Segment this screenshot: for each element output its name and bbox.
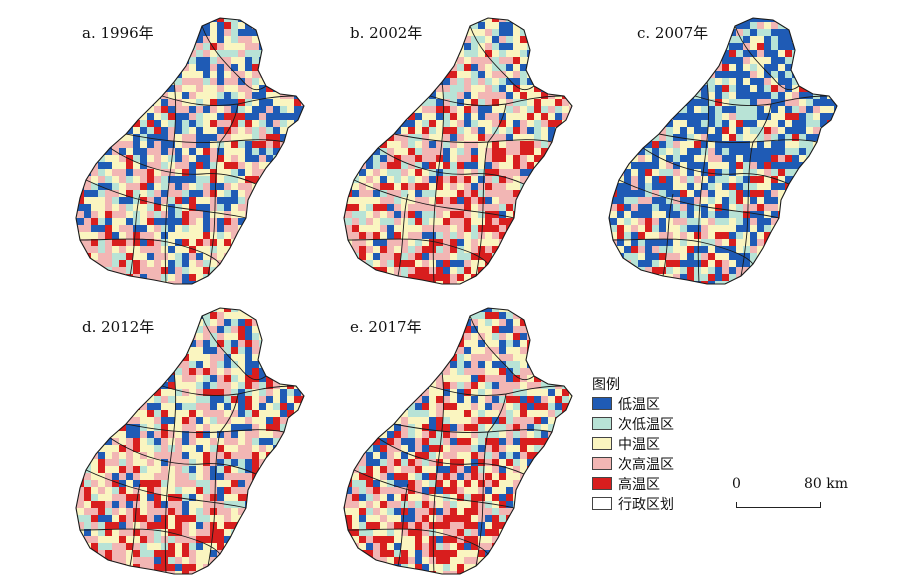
land-cover-cells	[70, 298, 322, 588]
legend-label: 高温区	[618, 474, 660, 494]
scale-line	[736, 502, 821, 508]
legend-swatch	[592, 417, 612, 430]
legend-label: 次高温区	[618, 454, 674, 474]
map-panel-2002: b. 2002年	[338, 8, 588, 298]
legend-swatch	[592, 477, 612, 490]
map-panel-2017: e. 2017年	[338, 298, 588, 587]
scale-end-label: 80 km	[804, 476, 848, 492]
land-cover-cells	[603, 8, 855, 302]
land-cover-cells	[338, 8, 590, 302]
land-cover-cells	[70, 8, 322, 302]
map-panel-1996: a. 1996年	[70, 8, 320, 298]
scale-start-label: 0	[732, 476, 741, 492]
legend-swatch	[592, 497, 612, 510]
scale-bar: 0 80 km	[732, 476, 862, 516]
legend-label: 低温区	[618, 394, 660, 414]
map-panel-2012: d. 2012年	[70, 298, 320, 587]
land-cover-cells	[338, 298, 590, 588]
legend-swatch	[592, 437, 612, 450]
thermal-map	[603, 8, 853, 298]
thermal-map	[338, 298, 588, 588]
legend-label: 次低温区	[618, 414, 674, 434]
legend-title: 图例	[592, 374, 620, 394]
thermal-map	[338, 8, 588, 298]
legend-swatch	[592, 457, 612, 470]
thermal-map	[70, 298, 320, 588]
legend-label: 中温区	[618, 434, 660, 454]
legend-swatch	[592, 397, 612, 410]
legend-label: 行政区划	[618, 494, 674, 514]
map-panel-2007: c. 2007年	[603, 8, 853, 298]
thermal-map	[70, 8, 320, 298]
